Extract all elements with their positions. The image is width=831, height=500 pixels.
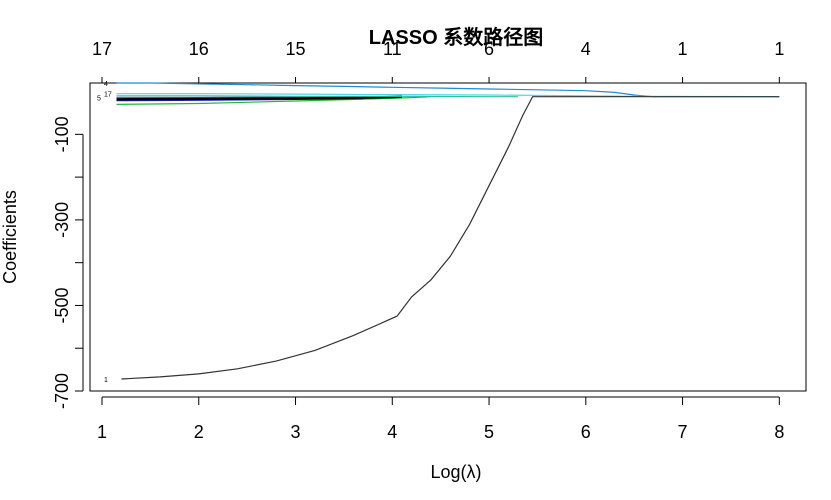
- plot-frame: [89, 82, 807, 392]
- bottom-axis: 1 2 3 4 5 6 7 8: [97, 396, 784, 442]
- series-end-labels: 4 17 1 5: [97, 81, 112, 384]
- series-line-7: [121, 96, 780, 380]
- top-axis: 17 16 15 11 6 4 1 1: [92, 39, 784, 83]
- x-tick-label: 4: [387, 422, 397, 442]
- series-end-label-1: 17: [104, 92, 112, 99]
- x-tick-label: 2: [194, 422, 204, 442]
- y-tick-label: -700: [52, 373, 72, 409]
- y-tick-label: -100: [52, 116, 72, 152]
- series-end-label-extra: 5: [97, 96, 101, 103]
- series-end-label-7: 1: [104, 377, 108, 384]
- x-tick-label: 6: [581, 422, 591, 442]
- y-tick-label: -500: [52, 287, 72, 323]
- x-tick-label: 5: [484, 422, 494, 442]
- series-line-0: [116, 82, 780, 98]
- series-line-6: [116, 95, 519, 98]
- series-end-label-0: 4: [104, 81, 108, 88]
- left-axis: -700 -500 -300 -100: [52, 116, 84, 409]
- y-tick-label: -300: [52, 202, 72, 238]
- top-tick-label: 6: [484, 39, 494, 59]
- top-tick-label: 1: [774, 39, 784, 59]
- top-tick-label: 1: [678, 39, 688, 59]
- y-axis-label: Coefficients: [0, 190, 20, 284]
- top-tick-label: 16: [189, 39, 209, 59]
- x-tick-label: 7: [678, 422, 688, 442]
- top-tick-label: 17: [92, 39, 112, 59]
- top-tick-label: 11: [383, 39, 402, 59]
- series-lines: [116, 82, 780, 380]
- x-tick-label: 1: [97, 422, 107, 442]
- chart-title: LASSO 系数路径图: [369, 25, 543, 49]
- x-tick-label: 3: [291, 422, 301, 442]
- x-axis-label: Log(λ): [430, 462, 481, 482]
- top-tick-label: 4: [581, 39, 591, 59]
- x-tick-label: 8: [774, 422, 784, 442]
- series-line-2: [116, 96, 432, 105]
- top-tick-label: 15: [286, 39, 306, 59]
- series-line-5: [116, 95, 403, 101]
